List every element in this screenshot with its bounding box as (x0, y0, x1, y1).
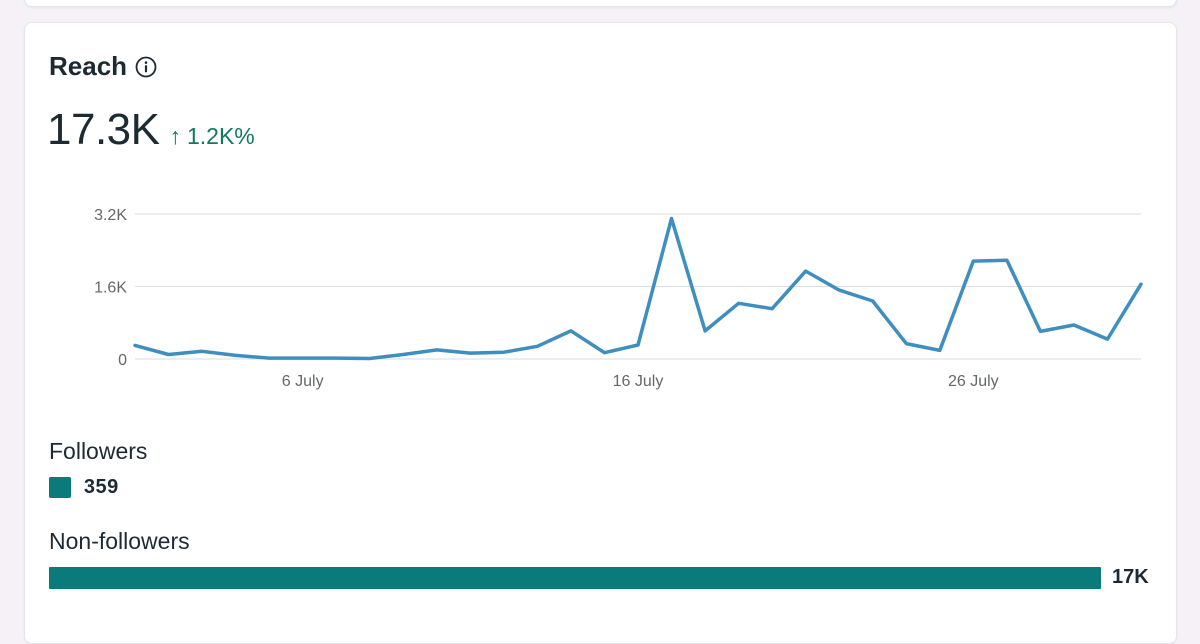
delta-value: 1.2K% (186, 123, 255, 149)
reach-series-line (133, 216, 1143, 361)
x-tick-label: 6 July (282, 373, 324, 390)
followers-bar (49, 477, 71, 498)
reach-line-chart: 0 1.6K 3.2K 6 July 16 July 26 July (94, 207, 1143, 390)
non-followers-label: Non-followers (49, 528, 190, 554)
reach-delta: ↑ 1.2K% (169, 123, 254, 150)
y-tick-label: 1.6K (94, 280, 127, 297)
y-tick-label: 3.2K (94, 207, 127, 224)
followers-value: 359 (83, 476, 119, 498)
reach-card: Reach 17.3K ↑ 1.2K% 0 1.6K 3.2K 6 July 16 Ju… (24, 22, 1177, 644)
non-followers-bar (49, 566, 1101, 589)
y-tick-label: 0 (118, 352, 127, 369)
x-tick-label: 26 July (948, 373, 999, 390)
non-followers-row: 17K (49, 566, 1149, 589)
reach-header: Reach (49, 51, 158, 82)
previous-card (24, 0, 1177, 7)
non-followers-value: 17K (1112, 566, 1149, 588)
arrow-up-icon: ↑ (169, 123, 181, 149)
info-circle-icon[interactable] (134, 55, 158, 79)
x-tick-label: 16 July (613, 373, 664, 390)
reach-metric: 17.3K ↑ 1.2K% (47, 105, 255, 155)
card-title: Reach (49, 51, 128, 81)
followers-row: 359 (49, 476, 119, 499)
reach-value: 17.3K (47, 105, 160, 154)
followers-label: Followers (49, 438, 148, 464)
